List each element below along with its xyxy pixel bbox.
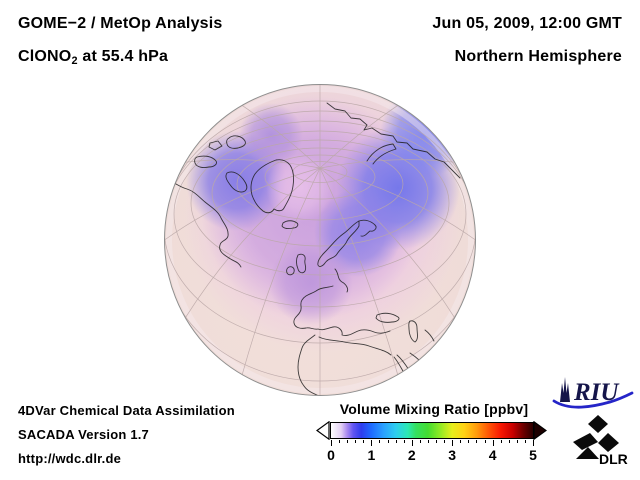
colorbar-ticks [331,440,534,447]
colorbar-tick [379,440,381,443]
version-label: SACADA Version 1.7 [18,427,149,442]
colorbar-tick-label: 2 [407,447,416,463]
colorbar-gradient [330,422,534,439]
cathedral-icon [560,377,570,402]
riu-wave-icon [552,391,634,409]
species-formula: ClONO [18,48,72,65]
dlr-logo: DLR [568,412,632,470]
globe-svg [164,84,476,396]
species-formula-subscript: 2 [71,55,78,68]
header-right: Jun 05, 2009, 12:00 GMT Northern Hemisph… [432,14,622,67]
assimilation-label: 4DVar Chemical Data Assimilation [18,403,235,418]
colorbar-tick [427,440,429,443]
colorbar-tick-label: 3 [448,447,457,463]
colorbar-tick [444,440,446,443]
colorbar-tick [387,440,389,443]
colorbar-tick [347,440,349,443]
colorbar-tick [500,440,502,443]
colorbar-tick [355,440,357,443]
dlr-logo-icon: DLR [573,415,628,467]
colorbar-tick-label: 4 [488,447,497,463]
datetime-label: Jun 05, 2009, 12:00 GMT [432,15,622,32]
colorbar-tick [533,440,534,446]
colorbar-tick-label: 1 [367,447,376,463]
colorbar: Volume Mixing Ratio [ppbv] 0 1 2 3 4 5 [316,401,552,467]
pressure-level: at 55.4 hPa [77,48,169,65]
colorbar-tick [371,440,373,446]
colorbar-tick [476,440,478,443]
graticule [164,84,476,395]
globe-field [164,84,476,396]
riu-logo-icon: RIU [552,377,634,409]
colorbar-tick [411,440,413,446]
colorbar-tick [524,440,526,443]
colorbar-labels: 0 1 2 3 4 5 [327,447,537,465]
globe-rim [164,84,476,396]
colorbar-tick [484,440,486,443]
colorbar-tick [468,440,470,443]
globe-map [163,83,477,397]
colorbar-tick [331,440,332,446]
colorbar-tick [339,440,341,443]
riu-logo: RIU [552,371,634,411]
colorbar-tick [452,440,454,446]
colorbar-tick [516,440,518,443]
colorbar-right-arrow-icon [533,421,547,440]
colorbar-title: Volume Mixing Ratio [ppbv] [339,401,529,417]
colorbar-tick [492,440,494,446]
product-title: GOME−2 / MetOp Analysis [18,15,223,32]
url-label: http://wdc.dlr.de [18,451,122,466]
colorbar-left-arrow-icon [316,421,330,440]
colorbar-tick [395,440,397,443]
dlr-emblem-icon [573,415,619,459]
colorbar-tick [403,440,405,443]
hemisphere-label: Northern Hemisphere [454,48,622,65]
colorbar-tick-label: 0 [327,447,335,463]
colorbar-tick [419,440,421,443]
colorbar-tick [508,440,510,443]
colorbar-tick [460,440,462,443]
header-left: GOME−2 / MetOp Analysis ClONO2 at 55.4 h… [18,14,223,67]
colorbar-tick [436,440,438,443]
colorbar-tick [363,440,365,443]
species-level: ClONO2 at 55.4 hPa [18,47,223,67]
footer-credits: 4DVar Chemical Data Assimilation SACADA … [18,399,235,471]
dlr-logo-text: DLR [599,451,628,467]
colorbar-tick-label: 5 [529,447,537,463]
